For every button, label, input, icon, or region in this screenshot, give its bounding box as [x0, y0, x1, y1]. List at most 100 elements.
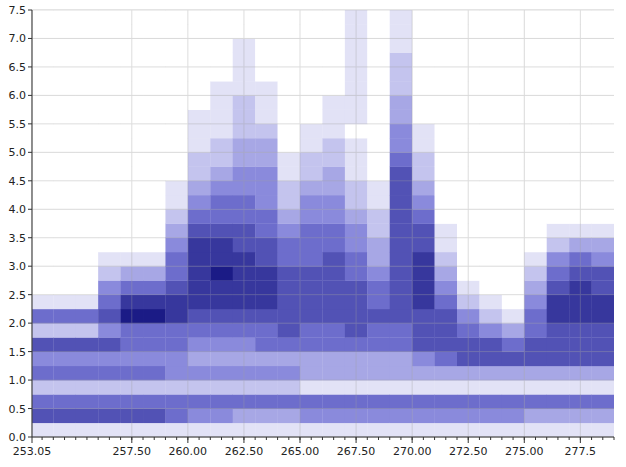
heat-cell	[412, 366, 435, 381]
heat-cell	[143, 195, 166, 210]
y-grid-line	[32, 266, 614, 267]
heat-cell	[592, 10, 614, 25]
heat-cell	[390, 110, 413, 125]
x-minor-tick	[445, 437, 446, 440]
heat-cell	[367, 53, 390, 68]
heat-cell	[32, 167, 54, 182]
heat-cell	[547, 252, 570, 267]
x-tick-label: 270.00	[393, 445, 432, 458]
heat-cell	[210, 81, 233, 96]
heat-cell	[210, 38, 233, 53]
y-grid-line	[32, 323, 614, 324]
grid	[32, 10, 614, 437]
x-minor-tick	[546, 437, 547, 440]
heat-cell	[592, 81, 614, 96]
heat-cell	[322, 352, 345, 367]
heat-cell	[98, 138, 121, 153]
heat-cell	[143, 394, 166, 409]
x-grid-line	[300, 10, 301, 437]
y-tick-label: 7.5	[9, 4, 27, 17]
heat-cell	[32, 352, 54, 367]
heat-cell	[143, 323, 166, 338]
heat-cell	[76, 309, 99, 324]
y-grid-line	[32, 95, 614, 96]
x-minor-tick	[423, 437, 424, 440]
heat-cell	[412, 409, 435, 424]
heat-cell	[502, 138, 525, 153]
heat-cell	[322, 280, 345, 295]
heat-cell	[210, 152, 233, 167]
heat-cell	[98, 10, 121, 25]
heat-cell	[188, 380, 211, 395]
heat-cell	[547, 423, 570, 437]
heat-cell	[322, 152, 345, 167]
heat-cell	[76, 380, 99, 395]
y-grid-line	[32, 180, 614, 181]
heat-cell	[435, 95, 458, 110]
heat-cell	[547, 266, 570, 281]
heat-cell	[165, 309, 188, 324]
y-grid-line	[32, 10, 614, 11]
heat-cell	[367, 409, 390, 424]
heat-cell	[524, 181, 547, 196]
heat-cell	[592, 409, 614, 424]
heat-cell	[32, 380, 54, 395]
heat-cell	[255, 423, 278, 437]
heat-cell	[165, 280, 188, 295]
heat-cell	[210, 138, 233, 153]
heat-cell	[435, 337, 458, 352]
heat-cell	[255, 352, 278, 367]
heat-cell	[165, 95, 188, 110]
x-minor-tick	[42, 437, 43, 440]
heat-cell	[255, 309, 278, 324]
heat-cell	[367, 95, 390, 110]
heat-cell	[322, 295, 345, 310]
heat-cell	[98, 366, 121, 381]
x-minor-tick	[322, 437, 323, 440]
heat-cell	[502, 380, 525, 395]
heat-cell	[210, 366, 233, 381]
heat-cell	[210, 124, 233, 139]
heat-cell	[255, 224, 278, 239]
heat-cell	[53, 53, 76, 68]
heat-cell	[412, 138, 435, 153]
heat-cell	[143, 152, 166, 167]
heat-cell	[143, 423, 166, 437]
y-grid-line	[32, 123, 614, 124]
heat-cell	[367, 224, 390, 239]
heat-cell	[547, 138, 570, 153]
heat-cell	[210, 195, 233, 210]
x-minor-tick	[614, 437, 615, 440]
y-grid-line	[32, 294, 614, 295]
heat-cell	[300, 380, 323, 395]
heat-cell	[502, 81, 525, 96]
plot-background	[32, 10, 614, 437]
heat-cell	[188, 195, 211, 210]
x-tick-label: 275.00	[505, 445, 544, 458]
y-tick-label: 4.5	[9, 175, 27, 188]
heat-cell	[390, 209, 413, 224]
x-minor-tick	[367, 437, 368, 440]
heat-cell	[322, 138, 345, 153]
heat-cell	[435, 81, 458, 96]
heat-cell	[592, 323, 614, 338]
y-tick-label: 4.0	[9, 203, 27, 216]
y-grid-line	[32, 66, 614, 67]
heat-cell	[547, 81, 570, 96]
heat-cell	[143, 224, 166, 239]
heat-cell	[210, 323, 233, 338]
x-tick-label: 272.50	[449, 445, 488, 458]
heat-cell	[53, 394, 76, 409]
heat-cell	[32, 124, 54, 139]
heat-cell	[524, 152, 547, 167]
y-grid-line	[32, 323, 614, 324]
heat-cell	[547, 209, 570, 224]
x-grid-line	[243, 10, 244, 437]
heat-cell	[98, 95, 121, 110]
heat-cell	[592, 38, 614, 53]
heat-cell	[165, 209, 188, 224]
heat-cell	[547, 38, 570, 53]
heat-cell	[435, 167, 458, 182]
heat-cell	[592, 110, 614, 125]
y-grid-line	[32, 38, 614, 39]
